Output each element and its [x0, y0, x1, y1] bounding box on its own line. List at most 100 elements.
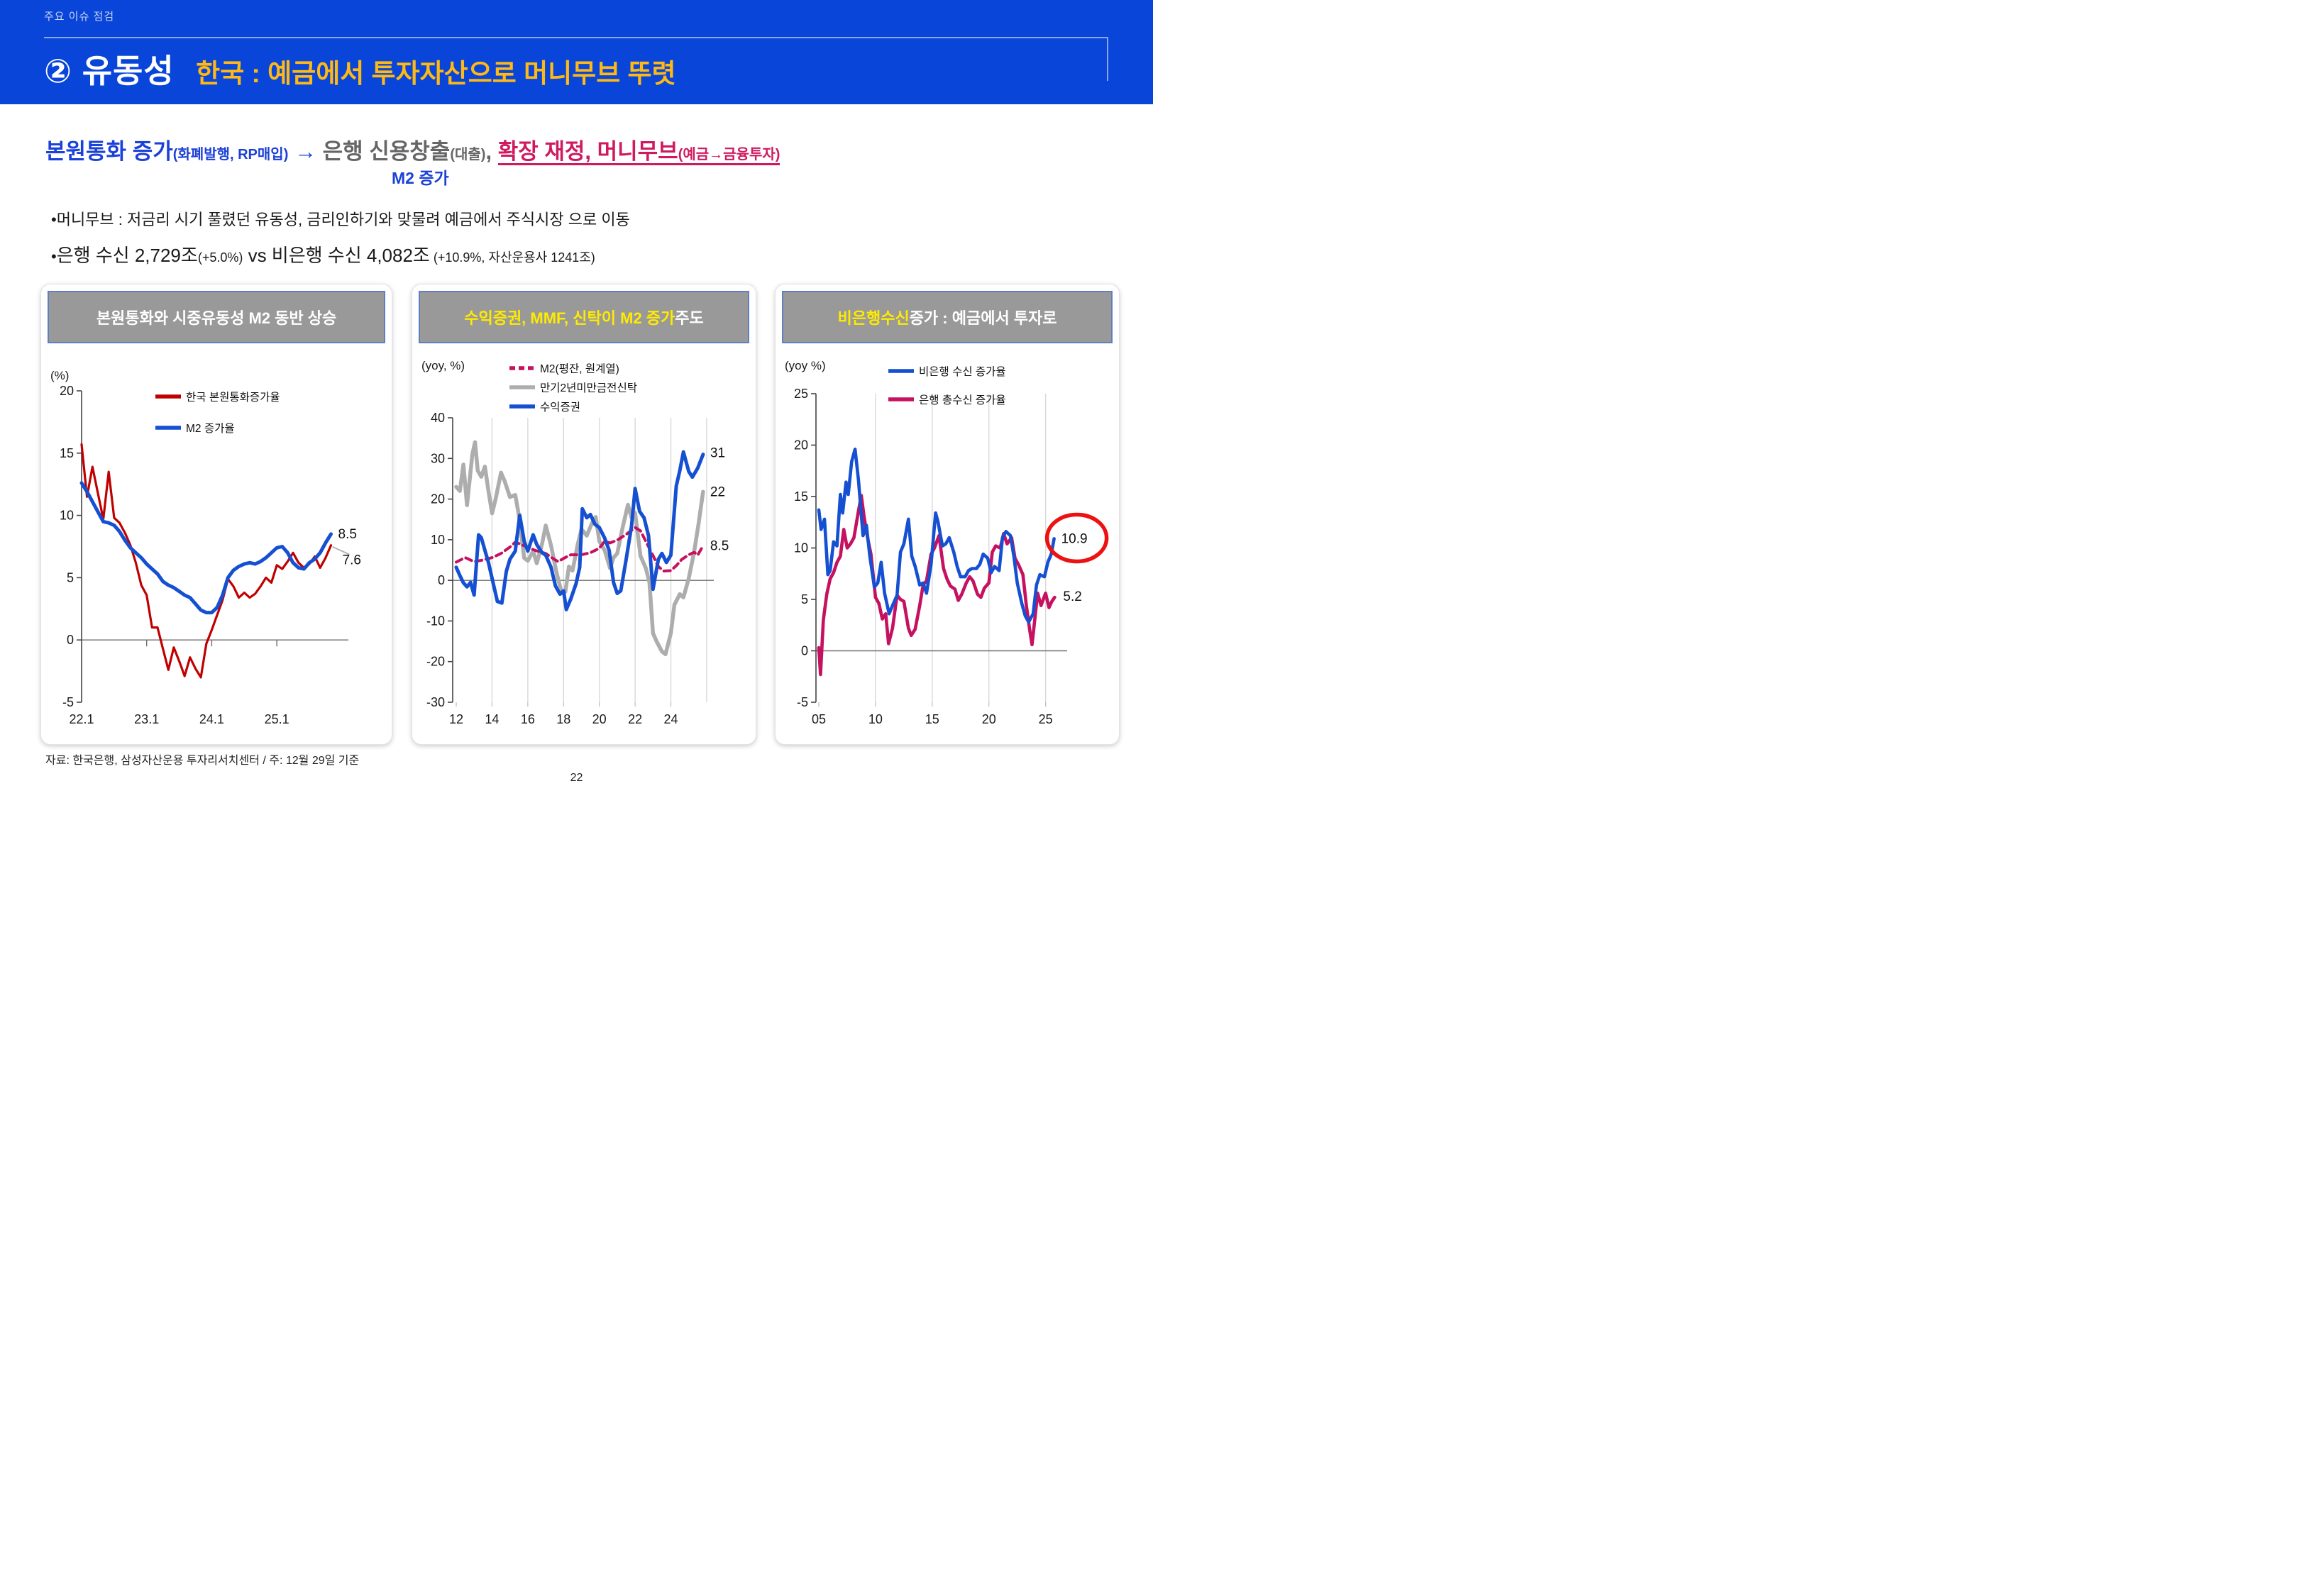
chart-panel-nonbank-deposits: 비은행수신 증가 : 예금에서 투자로 -5 0 5 10 15 20 25 05 10 15 20… — [775, 284, 1120, 745]
statement-part2: 은행 신용창출 — [322, 139, 451, 164]
chart-panel-base-money: 본원통화와 시중유동성 M2 동반 상승 -5 0 5 10 15 20 22.1 23.1 2… — [40, 284, 392, 745]
statement-part3: 확장 재정, 머니무브 — [497, 139, 678, 164]
chart-title-bar: 수익증권, MMF, 신탁이 M2 증가 주도 — [419, 291, 749, 343]
y-tick-label: -5 — [62, 695, 74, 709]
chart-title-highlight: 수익증권, MMF, 신탁이 M2 증가 — [464, 309, 675, 327]
legend-label: 한국 본원통화증가율 — [186, 391, 280, 404]
page-title: 한국 : 예금에서 투자자산으로 머니무브 뚜렷 — [196, 59, 676, 88]
chart-title-text: 주도 — [675, 309, 704, 327]
series-end-label: 8.5 — [338, 527, 357, 542]
x-tick-label: 22 — [628, 712, 642, 726]
bullet-marker: • — [51, 248, 57, 265]
title-row: ② 유동성 한국 : 예금에서 투자자산으로 머니무브 뚜렷 — [44, 45, 676, 92]
series-end-label: 7.6 — [343, 553, 361, 568]
slide: 주요 이슈 점검 ② 유동성 한국 : 예금에서 투자자산으로 머니무브 뚜렷 … — [0, 0, 1153, 798]
y-tick-label: 15 — [794, 489, 808, 504]
statement-arrow: → — [288, 139, 323, 164]
series-line — [455, 526, 705, 572]
legend-label: 은행 총수신 증가율 — [919, 394, 1006, 406]
statement-m2-note: M2 증가 — [392, 169, 449, 187]
header-banner: 주요 이슈 점검 ② 유동성 한국 : 예금에서 투자자산으로 머니무브 뚜렷 — [0, 0, 1153, 104]
x-tick-label: 25 — [1039, 712, 1053, 726]
bullet-nonbank-deposits-growth: (+10.9%, 자산운용사 1241조) — [429, 250, 595, 265]
bullet-moneymove: •머니무브 : 저금리 시기 풀렸던 유동성, 금리인하기와 맞물려 예금에서 … — [51, 207, 630, 230]
x-tick-label: 12 — [449, 712, 463, 726]
legend-label: M2 증가율 — [186, 422, 235, 435]
header-divider-corner — [1107, 37, 1108, 81]
key-statement: 본원통화 증가(화폐발행, RP매입) → 은행 신용창출(대출), 확장 재정… — [45, 133, 780, 165]
chart-title-bar: 본원통화와 시중유동성 M2 동반 상승 — [48, 291, 385, 343]
series-line — [817, 494, 1057, 677]
x-tick-label: 23.1 — [134, 712, 159, 726]
eyebrow-text: 주요 이슈 점검 — [44, 11, 115, 23]
page-number: 22 — [570, 772, 583, 784]
bullet-moneymove-text: 머니무브 : 저금리 시기 풀렸던 유동성, 금리인하기와 맞물려 예금에서 주… — [56, 211, 630, 228]
y-tick-label: 5 — [801, 592, 808, 606]
y-tick-label: 15 — [60, 446, 74, 460]
series-end-label: 10.9 — [1061, 531, 1088, 546]
statement-part1-sub: (화폐발행, RP매입) — [172, 147, 289, 162]
statement-part3-underlined: 확장 재정, 머니무브(예금→금융투자) — [497, 139, 780, 165]
line-chart-m2-components: -30 -20 -10 0 10 20 30 40 12 14 16 18 20 22 24 8.5 22 31 (… — [421, 359, 729, 726]
x-tick-label: 10 — [868, 712, 883, 726]
highlight-circle-annotation — [1044, 512, 1109, 564]
x-tick-label: 15 — [925, 712, 939, 726]
statement-part1: 본원통화 증가 — [45, 139, 173, 164]
axis-unit-label: (yoy, %) — [421, 359, 465, 372]
series-line — [79, 481, 333, 615]
y-tick-label: 5 — [67, 570, 74, 584]
statement-comma: , — [485, 139, 498, 164]
bullet-marker: • — [51, 211, 57, 228]
y-tick-label: 40 — [431, 411, 445, 425]
axis-unit-label: (yoy %) — [785, 359, 826, 372]
source-note: 자료: 한국은행, 삼성자산운용 투자리서치센터 / 주: 12월 29일 기준 — [45, 755, 360, 767]
x-tick-label: 14 — [485, 712, 499, 726]
x-tick-label: 16 — [521, 712, 535, 726]
y-tick-label: 25 — [794, 387, 808, 401]
bullet-list: •머니무브 : 저금리 시기 풀렸던 유동성, 금리인하기와 맞물려 예금에서 … — [51, 207, 630, 279]
series-end-label: 8.5 — [710, 538, 729, 553]
series-line — [454, 440, 705, 657]
x-tick-label: 05 — [812, 712, 826, 726]
statement-part3-sub: (예금→금융투자) — [678, 147, 780, 162]
series-line — [454, 450, 705, 611]
bullet-bank-deposits: 은행 수신 2,729조 — [56, 245, 198, 266]
x-tick-label: 24 — [663, 712, 678, 726]
y-tick-label: 20 — [431, 492, 445, 506]
y-tick-label: 10 — [431, 533, 445, 547]
legend-label: 수익증권 — [540, 401, 580, 414]
page-title-number: ② 유동성 — [44, 52, 175, 89]
y-tick-label: 20 — [60, 384, 74, 398]
chart-title-text: 본원통화와 시중유동성 M2 동반 상승 — [96, 309, 337, 327]
chart-title-text: 증가 : 예금에서 투자로 — [909, 309, 1057, 327]
line-chart-base-money-m2: -5 0 5 10 15 20 22.1 23.1 24.1 25.1 7.6 8.5 (%) 한국 본원… — [50, 369, 361, 726]
statement-part2-sub: (대출) — [450, 147, 486, 162]
y-tick-label: -20 — [426, 655, 445, 669]
y-tick-label: 0 — [438, 573, 445, 587]
y-tick-label: 20 — [794, 438, 808, 453]
header-divider — [44, 37, 1108, 38]
x-tick-label: 22.1 — [69, 712, 94, 726]
chart-title-bar: 비은행수신 증가 : 예금에서 투자로 — [782, 291, 1113, 343]
y-tick-label: -5 — [797, 695, 808, 709]
bullet-nonbank-deposits: vs 비은행 수신 4,082조 — [243, 245, 430, 266]
x-tick-label: 24.1 — [199, 712, 224, 726]
y-tick-label: 0 — [67, 633, 74, 647]
legend-label: 만기2년미만금전신탁 — [540, 382, 637, 394]
series-end-label: 31 — [710, 446, 725, 461]
x-tick-label: 20 — [592, 712, 607, 726]
y-tick-label: 30 — [431, 451, 445, 465]
y-tick-label: 10 — [60, 509, 74, 523]
x-tick-label: 25.1 — [265, 712, 289, 726]
x-tick-label: 20 — [982, 712, 996, 726]
series-end-label: 5.2 — [1063, 589, 1081, 604]
series-line — [817, 448, 1056, 624]
series-end-label: 22 — [710, 484, 725, 499]
legend-label: 비은행 수신 증가율 — [919, 365, 1006, 378]
x-tick-label: 18 — [556, 712, 570, 726]
bullet-bank-deposits-growth: (+5.0%) — [197, 250, 243, 265]
axis-unit-label: (%) — [50, 369, 69, 382]
y-tick-label: -10 — [426, 614, 445, 628]
legend-label: M2(평잔, 원계열) — [540, 362, 619, 375]
